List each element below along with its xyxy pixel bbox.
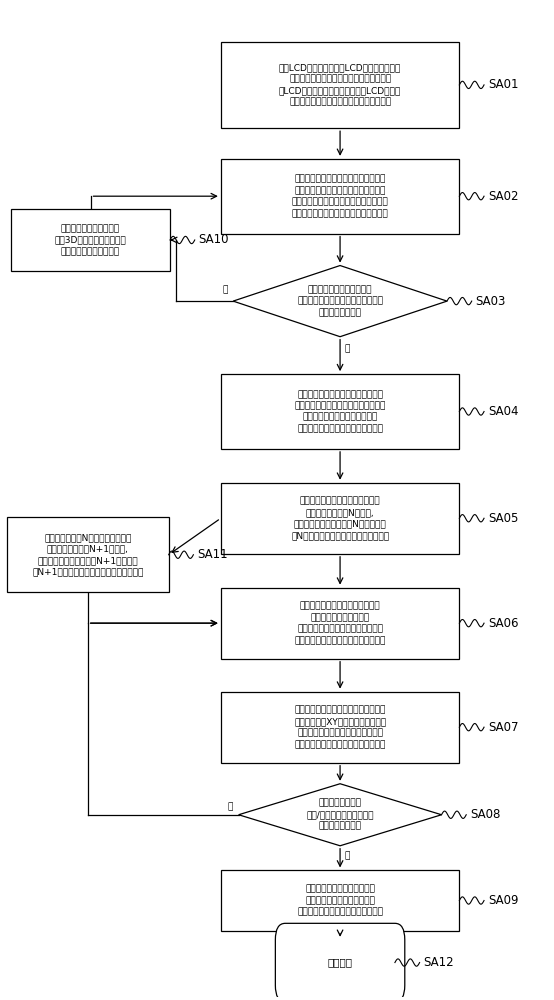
FancyBboxPatch shape [11,209,170,271]
Text: 手动调节或控制单元调节
增强3D打印机光源照射强度
使半透光单元背光面增亮: 手动调节或控制单元调节 增强3D打印机光源照射强度 使半透光单元背光面增亮 [55,224,126,256]
FancyBboxPatch shape [7,517,168,592]
Text: SA06: SA06 [488,617,519,630]
FancyBboxPatch shape [221,588,459,659]
Text: SA08: SA08 [470,808,500,821]
FancyBboxPatch shape [221,374,459,449]
Text: SA05: SA05 [488,512,518,525]
Text: 控制单元通过移动存储设备或网络或
计算机输入待打印图形的灰度掩膜切片
图像并获取每个灰度掩膜切片中
各标定像素坐标点的掩膜标定灰度值: 控制单元通过移动存储设备或网络或 计算机输入待打印图形的灰度掩膜切片 图像并获取… [294,390,386,433]
FancyBboxPatch shape [275,923,405,1000]
Text: 控制单元将每个灰度掩膜切片各个
掩膜标定灰度值对应减去
灰度补偿差值得到各标定像素坐标点
标定优化灰度值并形成标定优化灰度表: 控制单元将每个灰度掩膜切片各个 掩膜标定灰度值对应减去 灰度补偿差值得到各标定像… [294,601,386,645]
Text: SA09: SA09 [488,894,519,907]
Text: 控制单元提取各个初始灰度值中的
非零最小值作为第N参考值,
再将各个初始灰度值减第N参考值得到
第N灰度补偿差值并形成灰度补偿差值表: 控制单元提取各个初始灰度值中的 非零最小值作为第N参考值, 再将各个初始灰度值减… [291,497,389,540]
Text: SA10: SA10 [198,233,229,246]
FancyBboxPatch shape [221,42,459,128]
Text: 否: 否 [228,802,233,811]
Text: SA12: SA12 [423,956,454,969]
Text: SA04: SA04 [488,405,519,418]
FancyBboxPatch shape [221,483,459,554]
Text: 控制单元判断各个
标定/全屏优化灰度值是否都
大于或等于预设值: 控制单元判断各个 标定/全屏优化灰度值是否都 大于或等于预设值 [306,799,374,831]
Text: 控制单元根据各标定像素坐标点的标定
优化灰度值在XY方向进行图像缩放并
运用插值补偿算法求得全屏所有像素
全屏优化灰度值并形成全屏优化灰度表: 控制单元根据各标定像素坐标点的标定 优化灰度值在XY方向进行图像缩放并 运用插值… [294,705,386,749]
Text: 是: 是 [345,851,350,860]
Text: 控制单元判断光斑矩阵状态
图像上所有初始灰度值的平均灰度值
是否低于预设阈值: 控制单元判断光斑矩阵状态 图像上所有初始灰度值的平均灰度值 是否低于预设阈值 [297,285,383,317]
Text: 开启LCD光固化打印机使LCD屏载入标定像素
坐标点透光块矩阵图像并将半透光单元覆盖
于LCD屏背光面使光源照射光透过LCD屏透光
块照射于半透光单元产生光斑矩: 开启LCD光固化打印机使LCD屏载入标定像素 坐标点透光块矩阵图像并将半透光单元… [279,63,401,107]
Text: 流程结束: 流程结束 [327,958,352,968]
Text: SA11: SA11 [197,548,228,561]
Text: SA02: SA02 [488,190,519,203]
Text: SA07: SA07 [488,721,519,734]
Polygon shape [233,266,447,337]
Polygon shape [239,784,442,846]
Text: SA03: SA03 [475,295,506,308]
Text: 控制单元通过图像拍摄单元获取半透光
单元背光面上显示的光斑矩阵状态图像
并以图像中每个光斑内各像素点灰度值的
平均值作为各标定像素坐标点初始灰度值: 控制单元通过图像拍摄单元获取半透光 单元背光面上显示的光斑矩阵状态图像 并以图像… [292,175,388,218]
Text: 控制单元根据得到的每个灰度
掩膜切片图像全屏优化灰度值
对各个切片掩膜图像进行光固化打印: 控制单元根据得到的每个灰度 掩膜切片图像全屏优化灰度值 对各个切片掩膜图像进行光… [297,885,383,916]
FancyBboxPatch shape [221,870,459,931]
FancyBboxPatch shape [221,692,459,763]
Text: 是: 是 [222,286,228,295]
Text: 控制单元提取第N灰度补偿差值中的
非零最小值作为第N+1参考值,
再将各个初始灰度值减第N+1参考值得
第N+1灰度补偿差值并形成灰度补偿差值表: 控制单元提取第N灰度补偿差值中的 非零最小值作为第N+1参考值, 再将各个初始灰… [32,533,143,576]
Text: 否: 否 [345,344,350,353]
FancyBboxPatch shape [221,159,459,234]
Text: SA01: SA01 [488,78,519,91]
